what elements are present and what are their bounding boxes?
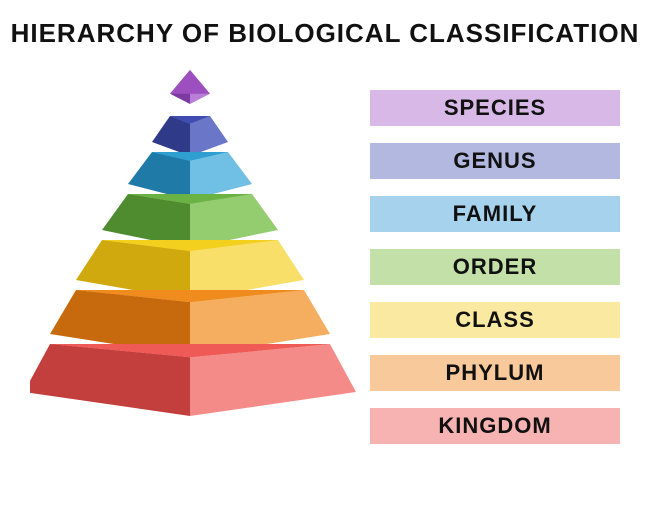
legend-row: CLASS <box>370 302 620 338</box>
pyramid-layer-left-1 <box>152 116 190 156</box>
pyramid <box>30 70 350 500</box>
figure-root: HIERARCHY OF BIOLOGICAL CLASSIFICATION S… <box>0 0 650 521</box>
page-title: HIERARCHY OF BIOLOGICAL CLASSIFICATION <box>0 18 650 49</box>
legend: SPECIES GENUS FAMILY ORDER CLASS PHYLUM KINGDO… <box>370 90 620 461</box>
legend-row: SPECIES <box>370 90 620 126</box>
pyramid-layer-right-2 <box>190 152 252 200</box>
legend-label: PHYLUM <box>370 355 620 391</box>
pyramid-layer-right-3 <box>190 194 278 248</box>
legend-row: PHYLUM <box>370 355 620 391</box>
pyramid-layer-left-2 <box>128 152 190 200</box>
legend-label: KINGDOM <box>370 408 620 444</box>
legend-label: CLASS <box>370 302 620 338</box>
legend-label: SPECIES <box>370 90 620 126</box>
pyramid-layer-left-3 <box>102 194 190 248</box>
legend-label: FAMILY <box>370 196 620 232</box>
legend-row: GENUS <box>370 143 620 179</box>
legend-row: FAMILY <box>370 196 620 232</box>
legend-label: GENUS <box>370 143 620 179</box>
legend-row: KINGDOM <box>370 408 620 444</box>
pyramid-svg <box>30 70 370 500</box>
pyramid-layer-right-1 <box>190 116 228 156</box>
pyramid-apex-back <box>170 70 210 94</box>
legend-row: ORDER <box>370 249 620 285</box>
legend-label: ORDER <box>370 249 620 285</box>
